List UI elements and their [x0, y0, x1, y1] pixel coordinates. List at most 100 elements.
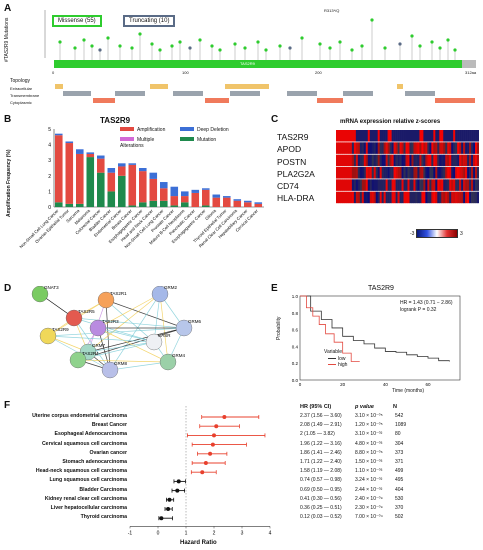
heatmap-cell — [435, 130, 438, 142]
heatmap-cell — [471, 154, 474, 167]
heatmap-cell — [449, 167, 452, 179]
lollipop-head — [158, 48, 162, 52]
heatmap-cell — [339, 130, 343, 142]
heatmap-cell — [461, 154, 464, 167]
heatmap-cell — [369, 130, 373, 142]
lollipop-head — [453, 48, 457, 52]
heatmap-cell — [439, 142, 442, 154]
heatmap-cell — [441, 179, 444, 191]
heatmap-cell — [401, 154, 404, 167]
forest-point — [175, 488, 180, 493]
heatmap-cell — [451, 154, 454, 167]
bar-segment — [170, 186, 179, 197]
forest-row-p: 1.20 × 10⁻⁰⁵ — [355, 422, 383, 429]
forest-point — [167, 497, 172, 502]
heatmap-cell — [417, 167, 420, 179]
heatmap-cell — [336, 191, 339, 204]
heatmap-cell — [427, 154, 430, 167]
heatmap-cell — [391, 191, 394, 204]
forest-row-p: 2.40 × 10⁻⁰⁹ — [355, 495, 383, 502]
col-hr: HR (95% CI) — [300, 404, 332, 410]
panel-label-e: E — [271, 283, 278, 294]
heatmap-title: mRNA expression relative z-scores — [340, 119, 441, 125]
forest-row-p: 3.24 × 10⁻⁰² — [355, 477, 383, 484]
heatmap-cell — [393, 142, 396, 154]
heatmap-cell — [389, 142, 392, 154]
heatmap-cell — [336, 167, 339, 179]
heatmap-cell — [389, 191, 392, 204]
heatmap-cell — [397, 167, 400, 179]
panel-label-d: D — [4, 283, 12, 294]
heatmap-cell — [459, 142, 462, 154]
heatmap-cell — [373, 142, 377, 154]
heatmap-cell — [451, 179, 454, 191]
heatmap-cell — [367, 142, 371, 154]
heatmap-cell — [357, 191, 361, 204]
heatmap-cell — [403, 191, 406, 204]
heatmap-cell — [415, 142, 418, 154]
heatmap-cell — [347, 167, 351, 179]
heatmap-cell — [439, 154, 442, 167]
forest-point — [203, 461, 208, 465]
heatmap-cell — [449, 130, 452, 142]
heatmap-cell — [417, 179, 420, 191]
bar-segment — [107, 168, 116, 173]
heatmap-cell — [465, 142, 468, 154]
heatmap-cell — [407, 130, 410, 142]
lollipop-head — [178, 40, 182, 44]
lollipop-plot — [44, 10, 476, 68]
heatmap-cell — [379, 142, 382, 154]
forest-row-label: Stomach adenocarcinoma — [62, 459, 127, 465]
forest-row-ci: 1.58 (1.19 — 2.08) — [300, 468, 342, 475]
network-node — [89, 319, 107, 337]
heatmap-cell — [349, 130, 353, 142]
heatmap-cell — [399, 191, 402, 204]
heatmap-cell — [397, 154, 400, 167]
forest-row-n: 495 — [395, 477, 404, 484]
heatmap-cell — [395, 154, 398, 167]
heatmap-cell — [435, 167, 438, 179]
bar-segment — [254, 203, 263, 207]
heatmap-cell — [347, 142, 351, 154]
heatmap-cell — [401, 142, 404, 154]
heatmap-cell — [419, 191, 422, 204]
heatmap-cell — [449, 179, 452, 191]
heatmap-cell — [447, 179, 450, 191]
heatmap-cell — [377, 167, 380, 179]
network-edge — [47, 335, 155, 343]
heatmap-cell — [355, 130, 359, 142]
forest-row-ci: 0.69 (0.50 — 0.95) — [300, 486, 342, 493]
heatmap-cell — [473, 142, 476, 154]
heatmap-cell — [475, 154, 478, 167]
heatmap-cell — [421, 179, 424, 191]
heatmap-cell — [389, 154, 392, 167]
missense-badge: Missense (55) — [52, 15, 102, 27]
heatmap-cell — [401, 167, 404, 179]
heatmap-cell — [441, 130, 444, 142]
bar-segment — [149, 172, 158, 179]
network-node-label: GRM4 — [172, 353, 185, 358]
lollipop-head — [130, 46, 134, 50]
heatmap-cell — [369, 154, 373, 167]
heatmap-cell — [447, 167, 450, 179]
heatmap-cell — [367, 191, 371, 204]
heatmap-cell — [467, 142, 470, 154]
heatmap-cell — [337, 179, 341, 191]
ytick-label: 3 — [48, 158, 51, 164]
heatmap-cell — [455, 191, 458, 204]
bar-segment — [223, 196, 231, 198]
topology-title: Topology — [10, 78, 31, 84]
heatmap-cell — [451, 142, 454, 154]
network-node — [145, 333, 163, 351]
heatmap-cell — [437, 130, 440, 142]
heatmap-cell — [469, 142, 472, 154]
heatmap-cell — [381, 167, 384, 179]
heatmap-cell — [435, 191, 438, 204]
lollipop-head — [106, 36, 110, 40]
heatmap-cell — [421, 130, 424, 142]
heatmap-cell — [355, 179, 359, 191]
heatmap-cell — [453, 167, 456, 179]
heatmap-cell — [387, 130, 390, 142]
forest-row-ci: 1.96 (1.22 — 3.16) — [300, 440, 342, 447]
heatmap-cell — [477, 179, 479, 191]
